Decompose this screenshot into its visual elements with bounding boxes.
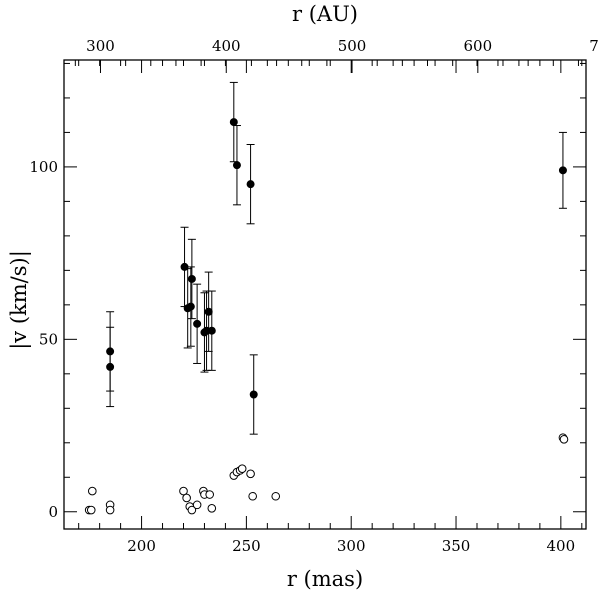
filled-data-point — [246, 180, 255, 189]
open-data-point — [207, 504, 217, 513]
filled-data-point — [187, 274, 196, 283]
y-tick-label: 50 — [39, 330, 58, 348]
filled-data-point — [558, 166, 567, 175]
y-axis-title: |v (km/s)| — [7, 250, 32, 350]
axis-ticks — [64, 60, 586, 529]
x2-tick-label: 500 — [338, 37, 367, 55]
x2-tick-label: 600 — [464, 37, 493, 55]
open-data-point — [271, 491, 281, 501]
filled-data-point — [207, 326, 216, 335]
filled-data-point — [232, 161, 241, 170]
top-x-axis-title: r (AU) — [292, 2, 358, 26]
x-tick-label: 250 — [232, 537, 261, 555]
open-data-point — [88, 486, 97, 496]
filled-data-point — [229, 118, 238, 127]
y-tick-label: 100 — [29, 158, 58, 176]
x-tick-label: 400 — [547, 537, 576, 555]
open-data-point — [205, 490, 214, 499]
open-data-point — [179, 486, 188, 496]
filled-data-point — [204, 307, 213, 316]
x2-tick-label: 300 — [86, 37, 115, 55]
filled-data-point — [180, 262, 189, 271]
open-data-point — [237, 464, 247, 473]
open-data-point — [187, 505, 197, 515]
filled-data-point — [106, 362, 115, 371]
plot-frame — [63, 59, 587, 530]
open-data-point — [246, 469, 255, 479]
tick-labels: 200 250 300 350 400 300 400 500 600 700 0 50 100 — [29, 37, 599, 555]
data-points — [84, 118, 569, 515]
filled-data-point — [193, 319, 202, 328]
error-bars — [106, 81, 567, 435]
x-tick-label: 350 — [442, 537, 471, 555]
y-tick-label: 0 — [48, 503, 58, 521]
x-axis-title: r (mas) — [287, 567, 363, 591]
filled-data-point — [249, 390, 258, 399]
open-data-point — [559, 435, 569, 444]
filled-data-point — [106, 347, 115, 356]
x-tick-label: 200 — [127, 537, 156, 555]
open-data-point — [192, 500, 202, 510]
open-data-point — [182, 493, 191, 503]
open-data-point — [86, 505, 96, 515]
open-data-point — [248, 491, 257, 501]
filled-data-point — [186, 302, 195, 311]
x-tick-label: 300 — [337, 537, 366, 555]
x2-tick-label: 400 — [212, 37, 241, 55]
open-data-point — [105, 505, 115, 515]
x2-tick-label: 700 — [589, 37, 599, 55]
